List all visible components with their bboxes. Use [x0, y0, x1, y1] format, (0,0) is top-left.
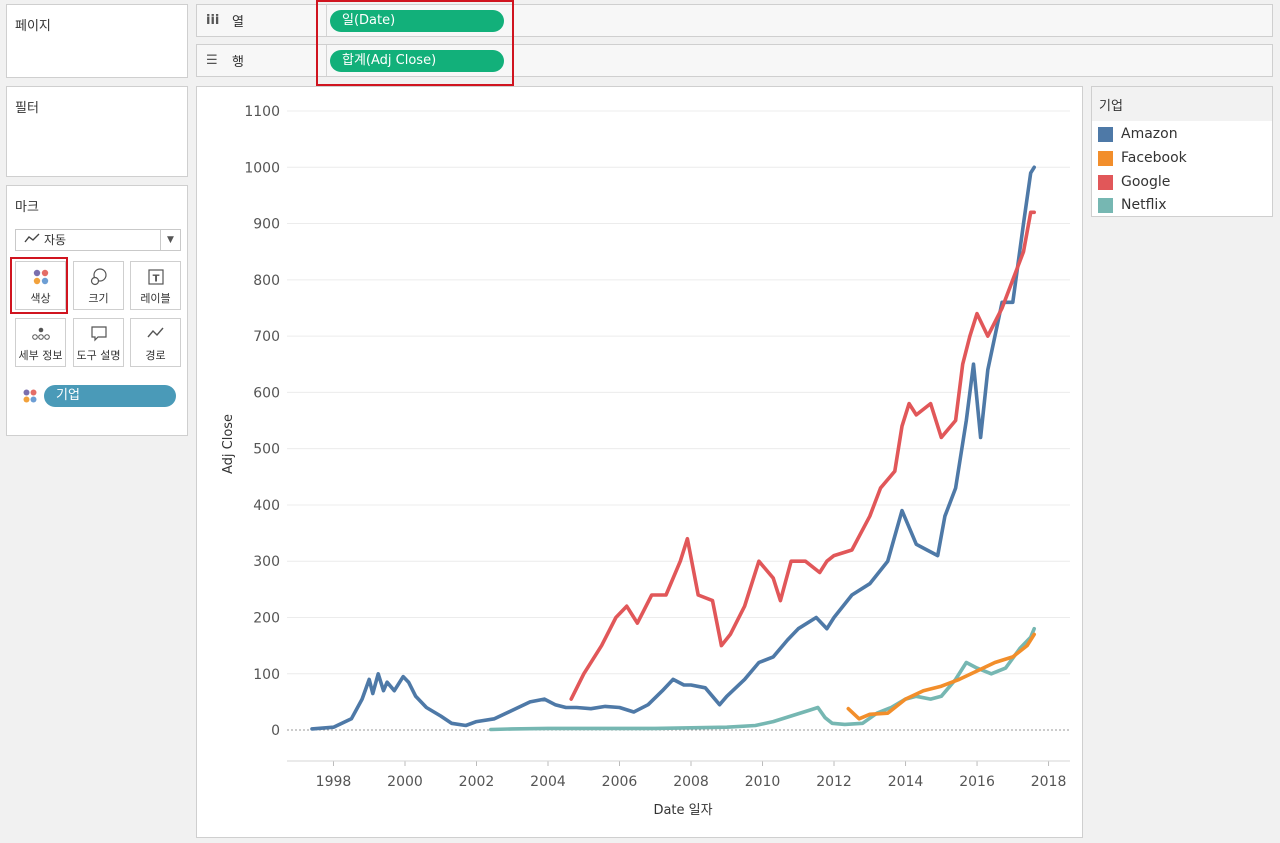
legend-item-amazon[interactable]: Amazon [1098, 124, 1178, 144]
series-line-netflix[interactable] [488, 626, 1037, 732]
y-axis-ticks: 0 100 200 300 400 500 600 700 800 900 1000 1100 [244, 104, 280, 739]
y-tick-label: 400 [253, 498, 280, 514]
chevron-down-icon[interactable]: ▼ [160, 230, 180, 250]
size-icon [74, 262, 123, 288]
legend-swatch [1098, 126, 1113, 142]
color-icon [16, 262, 65, 288]
x-tick-label: 2012 [816, 774, 852, 790]
path-button[interactable]: 경로 [130, 318, 181, 367]
legend-swatch [1098, 150, 1113, 166]
y-tick-label: 300 [253, 554, 280, 570]
y-tick-label: 800 [253, 273, 280, 289]
marks-card: 마크 자동 ▼ 색상 크기 T 레이블 세부 정보 [6, 185, 188, 436]
tooltip-label: 도구 설명 [76, 349, 121, 362]
legend-title: 기업 [1099, 99, 1123, 114]
mark-type-dropdown[interactable]: 자동 ▼ [15, 229, 181, 251]
tooltip-icon [74, 319, 123, 345]
y-tick-label: 500 [253, 442, 280, 458]
rows-shelf-label: 행 [232, 55, 244, 70]
series-line-amazon[interactable] [310, 165, 1037, 731]
rows-shelf[interactable]: ☰ 행 합계(Adj Close) [196, 44, 1273, 77]
legend-item-label: Google [1121, 174, 1171, 190]
marks-title: 마크 [15, 200, 39, 215]
legend-header: 기업 [1092, 87, 1272, 121]
mark-type-label: 자동 [44, 233, 67, 247]
size-label: 크기 [88, 292, 109, 305]
color-field-pill[interactable]: 기업 [44, 385, 176, 407]
size-button[interactable]: 크기 [73, 261, 124, 310]
x-tick-label: 2006 [602, 774, 638, 790]
label-button[interactable]: T 레이블 [130, 261, 181, 310]
legend-item-facebook[interactable]: Facebook [1098, 148, 1187, 168]
y-tick-label: 1000 [244, 160, 280, 176]
columns-shelf[interactable]: iii 열 일(Date) [196, 4, 1273, 37]
detail-label: 세부 정보 [18, 349, 63, 362]
color-field-icon [22, 388, 38, 408]
chart-panel: 0 100 200 300 400 500 600 700 800 900 1000 1100 199… [196, 86, 1083, 838]
x-tick-label: 2014 [888, 774, 924, 790]
series-line-google[interactable] [569, 210, 1037, 701]
x-tick-label: 2002 [459, 774, 495, 790]
filters-title: 필터 [15, 101, 39, 116]
y-axis-title: Adj Close [221, 414, 236, 474]
rows-icon: ☰ [206, 53, 218, 68]
chart-lines [310, 165, 1037, 732]
y-tick-label: 700 [253, 329, 280, 345]
columns-icon: iii [206, 13, 220, 28]
x-axis-title: Date 일자 [653, 803, 712, 818]
y-tick-label: 900 [253, 217, 280, 233]
detail-button[interactable]: 세부 정보 [15, 318, 66, 367]
columns-pill[interactable]: 일(Date) [330, 10, 504, 32]
x-tick-label: 2000 [387, 774, 423, 790]
legend-item-google[interactable]: Google [1098, 172, 1170, 192]
line-chart: 0 100 200 300 400 500 600 700 800 900 1000 1100 199… [221, 104, 1070, 818]
label-label: 레이블 [140, 292, 171, 305]
path-label: 경로 [145, 349, 166, 362]
legend-item-label: Amazon [1121, 126, 1178, 142]
chart-grid [287, 110, 1070, 731]
color-button[interactable]: 색상 [15, 261, 66, 310]
columns-shelf-label: 열 [232, 15, 244, 30]
legend-item-label: Facebook [1121, 150, 1187, 166]
columns-shelf-header: iii 열 [197, 5, 327, 36]
svg-text:T: T [152, 274, 159, 285]
y-tick-label: 0 [271, 723, 280, 739]
path-icon [131, 319, 180, 345]
legend-swatch [1098, 174, 1113, 190]
detail-icon [16, 319, 65, 345]
legend-item-label: Netflix [1121, 197, 1167, 213]
highlight-box-pills [316, 0, 514, 86]
y-tick-label: 1100 [244, 104, 280, 120]
filters-panel[interactable]: 필터 [6, 86, 188, 177]
pages-title: 페이지 [15, 19, 51, 34]
legend-swatch [1098, 197, 1113, 213]
legend-panel: 기업 Amazon Facebook Google Netflix [1091, 86, 1273, 217]
highlight-box-color [10, 257, 68, 314]
tooltip-button[interactable]: 도구 설명 [73, 318, 124, 367]
pages-panel: 페이지 [6, 4, 188, 78]
x-tick-label: 1998 [316, 774, 352, 790]
label-icon: T [131, 262, 180, 288]
x-tick-label: 2010 [745, 774, 781, 790]
line-mark-icon [24, 231, 40, 252]
legend-item-netflix[interactable]: Netflix [1098, 195, 1167, 215]
x-tick-label: 2018 [1031, 774, 1067, 790]
y-tick-label: 600 [253, 385, 280, 401]
x-tick-label: 2004 [530, 774, 566, 790]
rows-pill[interactable]: 합계(Adj Close) [330, 50, 504, 72]
color-label: 색상 [30, 292, 51, 305]
rows-shelf-header: ☰ 행 [197, 45, 327, 76]
x-tick-label: 2008 [673, 774, 709, 790]
series-line-facebook[interactable] [846, 632, 1037, 721]
y-tick-label: 100 [253, 667, 280, 683]
y-tick-label: 200 [253, 610, 280, 626]
x-tick-label: 2016 [959, 774, 995, 790]
x-axis-ticks: 1998 2000 2002 2004 2006 2008 2010 2012 2014 2016… [316, 761, 1067, 790]
